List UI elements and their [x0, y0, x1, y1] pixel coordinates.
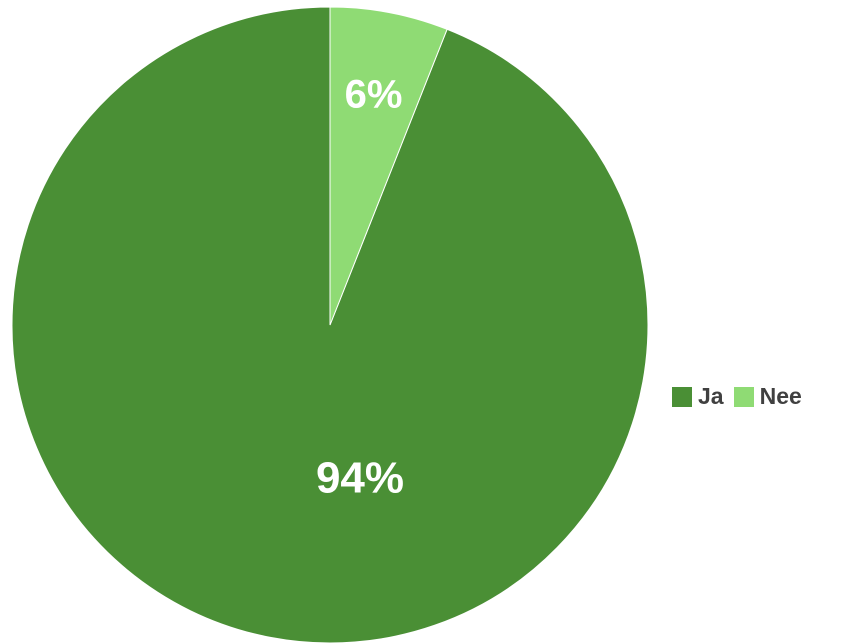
legend-label-nee: Nee — [759, 383, 802, 409]
legend-item-nee: Nee — [733, 383, 802, 410]
legend-item-ja: Ja — [672, 383, 724, 410]
data-label-nee: 6% — [345, 73, 403, 117]
legend: Ja Nee — [672, 383, 802, 410]
data-label-ja: 94% — [316, 453, 404, 502]
legend-swatch-ja — [672, 386, 692, 407]
pie-labels: 94% 6% — [316, 73, 404, 503]
pie-slice-nee — [329, 6, 448, 326]
legend-label-ja: Ja — [698, 383, 724, 409]
legend-swatch-nee — [733, 386, 754, 407]
pie-slices — [11, 6, 649, 644]
